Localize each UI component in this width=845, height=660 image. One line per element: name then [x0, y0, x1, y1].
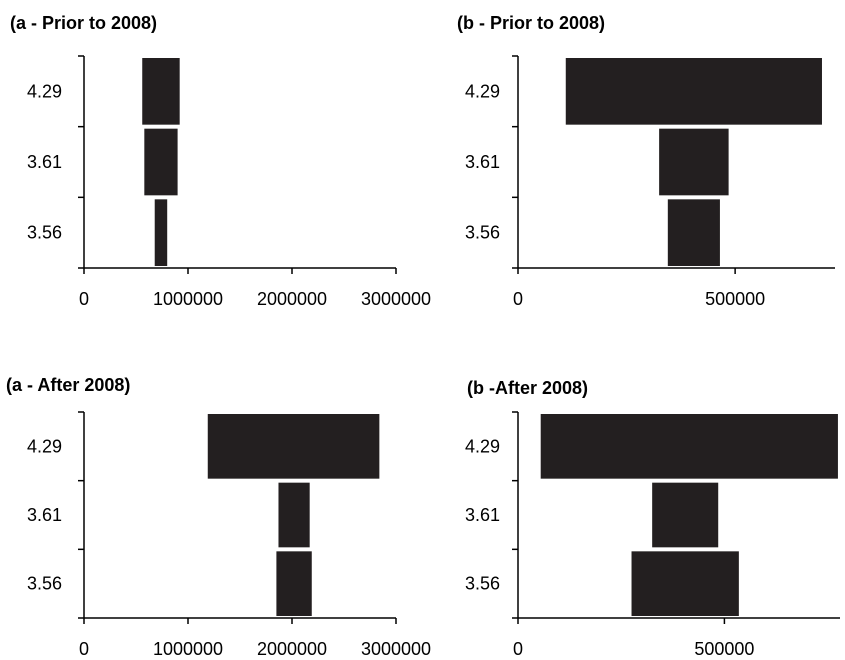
chart-panel-2: (b - Prior to 2008) 4.29 3.61 3.56 0 500000: [457, 13, 835, 309]
chart-panel-1: (a - Prior to 2008) 4.29 3.61 3.56 0 1000000 2…: [10, 13, 431, 309]
y-category-label: 4.29: [465, 436, 500, 456]
bar-4-29: [142, 58, 180, 125]
y-category-label: 4.29: [27, 436, 62, 456]
y-category-label: 3.61: [465, 152, 500, 172]
x-tick-label: 2000000: [257, 289, 327, 309]
chart-title: (a - Prior to 2008): [10, 13, 157, 33]
chart-title: (a - After 2008): [6, 375, 130, 395]
x-tick-label: 500000: [705, 289, 765, 309]
y-category-label: 3.56: [27, 223, 62, 243]
bar-3-56: [154, 199, 168, 266]
y-category-label: 3.61: [465, 505, 500, 525]
x-tick-label: 0: [513, 289, 523, 309]
x-tick-label: 0: [513, 639, 523, 659]
bar-3-61: [278, 482, 310, 548]
y-category-label: 4.29: [27, 81, 62, 101]
y-category-label: 4.29: [465, 81, 500, 101]
y-category-label: 3.56: [465, 223, 500, 243]
y-category-label: 3.61: [27, 505, 62, 525]
y-category-label: 3.56: [465, 574, 500, 594]
x-tick-label: 1000000: [153, 639, 223, 659]
x-tick-label: 2000000: [257, 639, 327, 659]
bar-3-56: [667, 199, 720, 266]
x-tick-label: 3000000: [361, 289, 431, 309]
x-tick-label: 500000: [694, 639, 754, 659]
x-tick-label: 0: [79, 639, 89, 659]
bar-4-29: [207, 414, 380, 479]
x-tick-label: 1000000: [153, 289, 223, 309]
x-tick-label: 3000000: [361, 639, 431, 659]
bar-3-56: [276, 551, 312, 616]
x-tick-label: 0: [79, 289, 89, 309]
bar-3-61: [659, 128, 729, 196]
chart-panel-4: (b -After 2008) 4.29 3.61 3.56 0 500000: [465, 378, 840, 659]
bar-4-29: [565, 58, 822, 125]
chart-panel-3: (a - After 2008) 4.29 3.61 3.56 0 1000000 2000…: [6, 375, 431, 659]
bar-3-61: [652, 482, 719, 548]
bar-4-29: [540, 414, 838, 479]
bar-3-56: [631, 551, 739, 616]
chart-title: (b -After 2008): [467, 378, 588, 398]
y-category-label: 3.56: [27, 574, 62, 594]
y-category-label: 3.61: [27, 152, 62, 172]
bar-3-61: [144, 128, 178, 196]
chart-title: (b - Prior to 2008): [457, 13, 605, 33]
